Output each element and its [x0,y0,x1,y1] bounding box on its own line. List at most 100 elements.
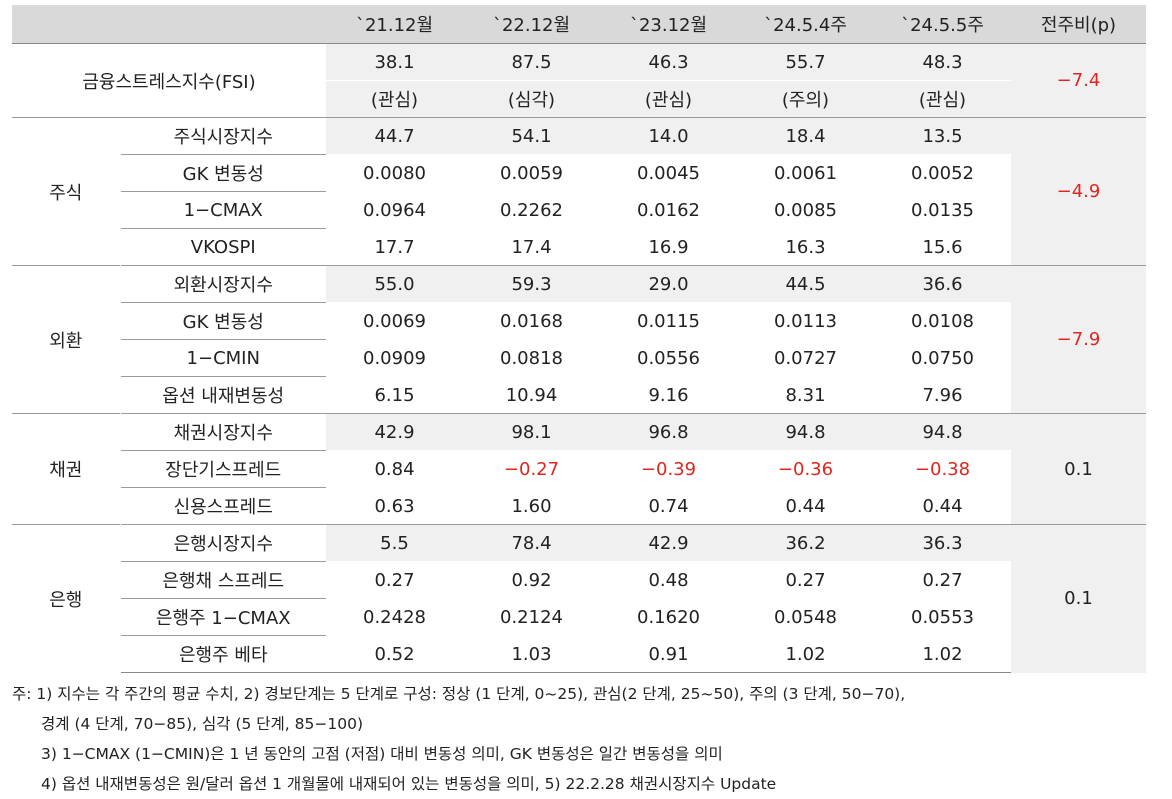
group-change: 0.1 [1011,524,1146,673]
row-label: 1−CMAX [120,191,326,229]
cell-value: 16.3 [737,228,874,266]
row-label: 은행채 스프레드 [120,561,326,599]
cell-value: 0.0556 [600,339,737,377]
group-label: 외환 [12,265,120,414]
cell-value: 55.0 [326,265,463,303]
cell-value: 14.0 [600,117,737,155]
row-label: 신용스프레드 [120,487,326,525]
table-row: GK 변동성 0.0069 0.0168 0.0115 0.0113 0.0108 [12,302,1146,340]
cell-value: 0.92 [463,561,600,599]
footnote-line: 3) 1−CMAX (1−CMIN)은 1 년 동안의 고점 (저점) 대비 변… [41,745,723,763]
cell-value: 42.9 [600,524,737,562]
table-row: 채권 채권시장지수 42.9 98.1 96.8 94.8 94.8 0.1 [12,413,1146,525]
row-label: 은행주 1−CMAX [120,598,326,636]
table-row: 은행 은행시장지수 5.5 78.4 42.9 36.2 36.3 0.1 [12,524,1146,673]
cell-value: 0.2428 [326,598,463,636]
cell-value: 8.31 [737,376,874,414]
cell-value: 0.0061 [737,154,874,192]
cell-value: 36.2 [737,524,874,562]
fsi-level: (관심) [874,80,1011,118]
cell-value: 0.0045 [600,154,737,192]
header-col-3: `23.12월 [600,5,737,44]
group-change: 0.1 [1011,413,1146,525]
header-col-2: `22.12월 [463,5,600,44]
fsi-report: `21.12월 `22.12월 `23.12월 `24.5.4주 `24.5.5… [12,5,1146,799]
cell-value: 0.91 [600,635,737,673]
cell-value: −0.27 [463,450,600,488]
header-row: `21.12월 `22.12월 `23.12월 `24.5.4주 `24.5.5… [12,5,1146,44]
cell-value: 44.5 [737,265,874,303]
cell-value: 94.8 [874,413,1011,451]
cell-value: 10.94 [463,376,600,414]
row-label: GK 변동성 [120,302,326,340]
cell-value: 18.4 [737,117,874,155]
cell-value: 59.3 [463,265,600,303]
cell-value: 0.0168 [463,302,600,340]
cell-value: 0.27 [874,561,1011,599]
cell-value: −0.38 [874,450,1011,488]
cell-value: 0.0059 [463,154,600,192]
header-change: 전주비(p) [1011,5,1146,44]
cell-value: 9.16 [600,376,737,414]
cell-value: 0.0818 [463,339,600,377]
header-blank [12,5,326,44]
cell-value: 0.0113 [737,302,874,340]
cell-value: 0.0115 [600,302,737,340]
cell-value: 44.7 [326,117,463,155]
fsi-level: (주의) [737,80,874,118]
row-label: 은행주 베타 [120,635,326,673]
cell-value: 0.84 [326,450,463,488]
cell-value: 0.44 [874,487,1011,525]
cell-value: 0.0750 [874,339,1011,377]
header-col-4: `24.5.4주 [737,5,874,44]
fsi-change: −7.4 [1011,43,1146,118]
cell-value: 13.5 [874,117,1011,155]
row-label: 주식시장지수 [120,117,326,155]
table-row: VKOSPI 17.7 17.4 16.9 16.3 15.6 [12,228,1146,266]
header-col-5: `24.5.5주 [874,5,1011,44]
table-row: 1−CMAX 0.0964 0.2262 0.0162 0.0085 0.0135 [12,191,1146,229]
cell-value: 16.9 [600,228,737,266]
cell-value: 1.60 [463,487,600,525]
table-row: GK 변동성 0.0080 0.0059 0.0045 0.0061 0.0052 [12,154,1146,192]
cell-value: 17.4 [463,228,600,266]
fsi-table: `21.12월 `22.12월 `23.12월 `24.5.4주 `24.5.5… [12,5,1146,673]
group-label: 주식 [12,117,120,266]
cell-value: −0.36 [737,450,874,488]
row-label: 1−CMIN [120,339,326,377]
table-row: 1−CMIN 0.0909 0.0818 0.0556 0.0727 0.0750 [12,339,1146,377]
group-change: −4.9 [1011,117,1146,266]
cell-value: 5.5 [326,524,463,562]
footnotes: 주: 1) 지수는 각 주간의 평균 수치, 2) 경보단계는 5 단계로 구성… [12,679,1146,799]
table-row: 장단기스프레드 0.84 −0.27 −0.39 −0.36 −0.38 [12,450,1146,488]
row-label: 옵션 내재변동성 [120,376,326,414]
group-change: −7.9 [1011,265,1146,414]
fsi-value: 87.5 [463,43,600,81]
cell-value: 54.1 [463,117,600,155]
row-label: 장단기스프레드 [120,450,326,488]
cell-value: 0.0727 [737,339,874,377]
fsi-levels-row: (관심) (심각) (관심) (주의) (관심) [12,80,1146,118]
fsi-label: 금융스트레스지수(FSI) [82,71,256,93]
cell-value: 36.6 [874,265,1011,303]
cell-value: 15.6 [874,228,1011,266]
cell-value: 0.2262 [463,191,600,229]
fsi-value: 46.3 [600,43,737,81]
footnote-line: 경계 (4 단계, 70−85), 심각 (5 단계, 85−100) [41,715,363,733]
cell-value: 94.8 [737,413,874,451]
cell-value: 0.0162 [600,191,737,229]
cell-value: 0.44 [737,487,874,525]
cell-value: 0.0964 [326,191,463,229]
group-label: 채권 [12,413,120,525]
cell-value: 29.0 [600,265,737,303]
cell-value: −0.39 [600,450,737,488]
table-row: 주식 주식시장지수 44.7 54.1 14.0 18.4 13.5 −4.9 [12,117,1146,266]
cell-value: 0.27 [326,561,463,599]
row-label: 채권시장지수 [120,413,326,451]
cell-value: 36.3 [874,524,1011,562]
table-row: 은행주 베타 0.52 1.03 0.91 1.02 1.02 [12,635,1146,673]
cell-value: 98.1 [463,413,600,451]
cell-value: 42.9 [326,413,463,451]
row-label: GK 변동성 [120,154,326,192]
cell-value: 0.0080 [326,154,463,192]
